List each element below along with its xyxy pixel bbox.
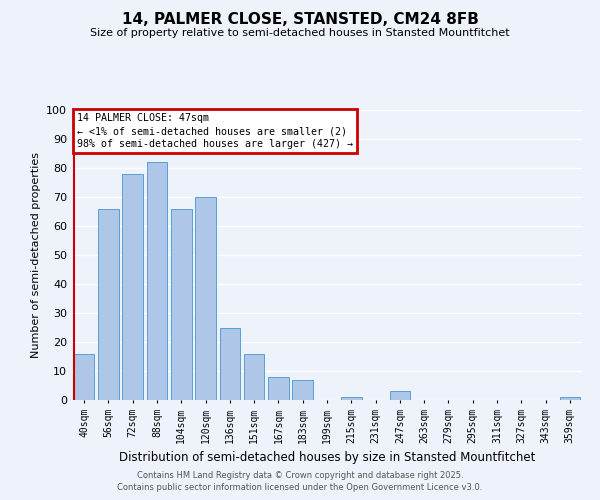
Bar bbox=[171, 208, 191, 400]
Bar bbox=[268, 377, 289, 400]
Text: Contains HM Land Registry data © Crown copyright and database right 2025.
Contai: Contains HM Land Registry data © Crown c… bbox=[118, 471, 482, 492]
Bar bbox=[560, 397, 580, 400]
Bar bbox=[389, 392, 410, 400]
Bar bbox=[122, 174, 143, 400]
Y-axis label: Number of semi-detached properties: Number of semi-detached properties bbox=[31, 152, 41, 358]
Bar bbox=[220, 328, 240, 400]
Bar bbox=[195, 197, 216, 400]
Bar bbox=[341, 397, 362, 400]
Bar bbox=[146, 162, 167, 400]
X-axis label: Distribution of semi-detached houses by size in Stansted Mountfitchet: Distribution of semi-detached houses by … bbox=[119, 451, 535, 464]
Bar bbox=[74, 354, 94, 400]
Bar bbox=[244, 354, 265, 400]
Text: 14 PALMER CLOSE: 47sqm
← <1% of semi-detached houses are smaller (2)
98% of semi: 14 PALMER CLOSE: 47sqm ← <1% of semi-det… bbox=[77, 113, 353, 150]
Bar bbox=[292, 380, 313, 400]
Text: Size of property relative to semi-detached houses in Stansted Mountfitchet: Size of property relative to semi-detach… bbox=[90, 28, 510, 38]
Bar bbox=[98, 208, 119, 400]
Text: 14, PALMER CLOSE, STANSTED, CM24 8FB: 14, PALMER CLOSE, STANSTED, CM24 8FB bbox=[122, 12, 478, 28]
